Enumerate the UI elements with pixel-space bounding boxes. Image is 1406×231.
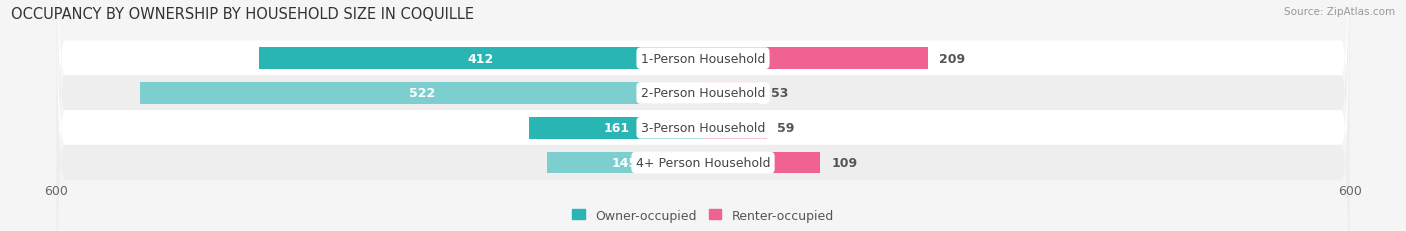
Bar: [703, 152, 821, 174]
Text: 59: 59: [778, 122, 794, 135]
Text: 412: 412: [468, 52, 494, 65]
Bar: [530, 118, 703, 139]
Bar: [703, 83, 761, 104]
Text: OCCUPANCY BY OWNERSHIP BY HOUSEHOLD SIZE IN COQUILLE: OCCUPANCY BY OWNERSHIP BY HOUSEHOLD SIZE…: [11, 7, 474, 22]
Bar: [259, 48, 703, 70]
FancyBboxPatch shape: [56, 0, 1350, 231]
Text: 4+ Person Household: 4+ Person Household: [636, 156, 770, 169]
FancyBboxPatch shape: [56, 0, 1350, 231]
FancyBboxPatch shape: [56, 0, 1350, 231]
FancyBboxPatch shape: [56, 0, 1350, 231]
Text: 209: 209: [939, 52, 965, 65]
Text: 1-Person Household: 1-Person Household: [641, 52, 765, 65]
Text: 161: 161: [603, 122, 630, 135]
Bar: [547, 152, 703, 174]
Text: 3-Person Household: 3-Person Household: [641, 122, 765, 135]
Text: Source: ZipAtlas.com: Source: ZipAtlas.com: [1284, 7, 1395, 17]
Text: 109: 109: [831, 156, 858, 169]
Text: 145: 145: [612, 156, 638, 169]
Bar: [703, 48, 928, 70]
Text: 522: 522: [409, 87, 434, 100]
Bar: [141, 83, 703, 104]
Text: 53: 53: [770, 87, 789, 100]
Legend: Owner-occupied, Renter-occupied: Owner-occupied, Renter-occupied: [568, 204, 838, 227]
Bar: [703, 118, 766, 139]
Text: 2-Person Household: 2-Person Household: [641, 87, 765, 100]
